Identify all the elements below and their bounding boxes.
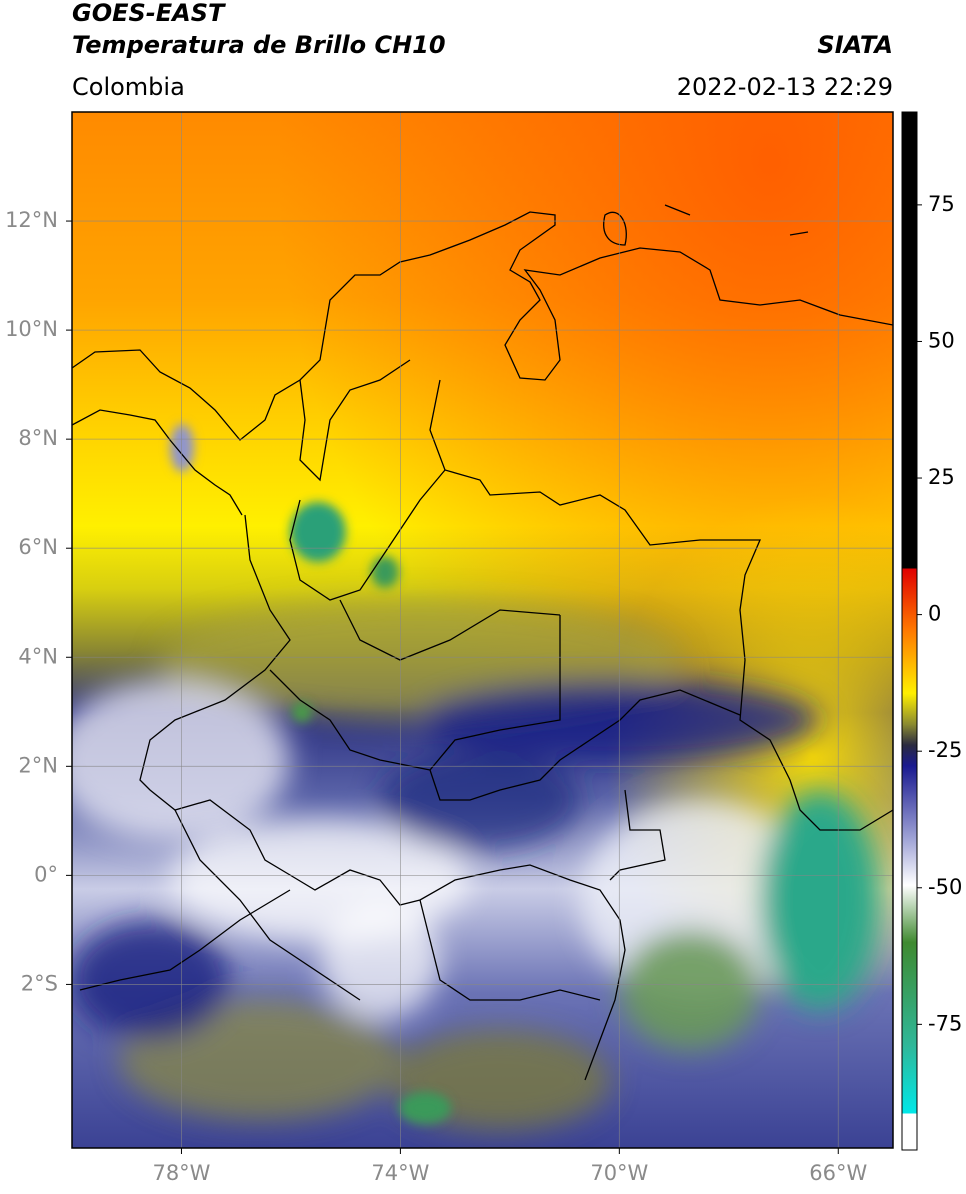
lat-tick-label: 8°N <box>18 426 58 450</box>
product: Temperatura de Brillo CH10 <box>72 31 446 59</box>
lat-tick-label: 10°N <box>5 317 58 341</box>
boundaries <box>72 204 893 1081</box>
colorbar-tick-label: 50 <box>928 328 955 352</box>
map-frame <box>71 111 894 1149</box>
lat-tick-label: 0° <box>34 862 58 886</box>
lat-tick-label: 2°S <box>21 971 58 995</box>
lat-tick-label: 2°N <box>18 753 58 777</box>
lon-tick-label: 74°W <box>371 1161 429 1185</box>
lat-tick-label: 4°N <box>18 644 58 668</box>
datetime: 2022-02-13 22:29 <box>677 73 893 101</box>
colorbar-tick-label: 25 <box>928 465 955 489</box>
lat-tick-label: 6°N <box>18 535 58 559</box>
colorbar-tick-label: -25 <box>928 738 962 762</box>
lat-tick-label: 12°N <box>5 208 58 232</box>
colorbar-tick-label: -50 <box>928 875 962 899</box>
region: Colombia <box>72 73 185 101</box>
lon-tick-label: 66°W <box>809 1161 867 1185</box>
lon-tick-label: 70°W <box>590 1161 648 1185</box>
colorbar-tick-label: -75 <box>928 1011 962 1035</box>
colorbar-tick-label: 75 <box>928 192 955 216</box>
grid <box>72 112 893 1148</box>
colorbar <box>901 111 918 1151</box>
satellite-image <box>72 112 893 1148</box>
satellite: GOES-EAST <box>72 0 226 27</box>
agency: SIATA <box>817 31 893 59</box>
colorbar-tick-label: 0 <box>928 602 941 626</box>
lon-tick-label: 78°W <box>152 1161 210 1185</box>
